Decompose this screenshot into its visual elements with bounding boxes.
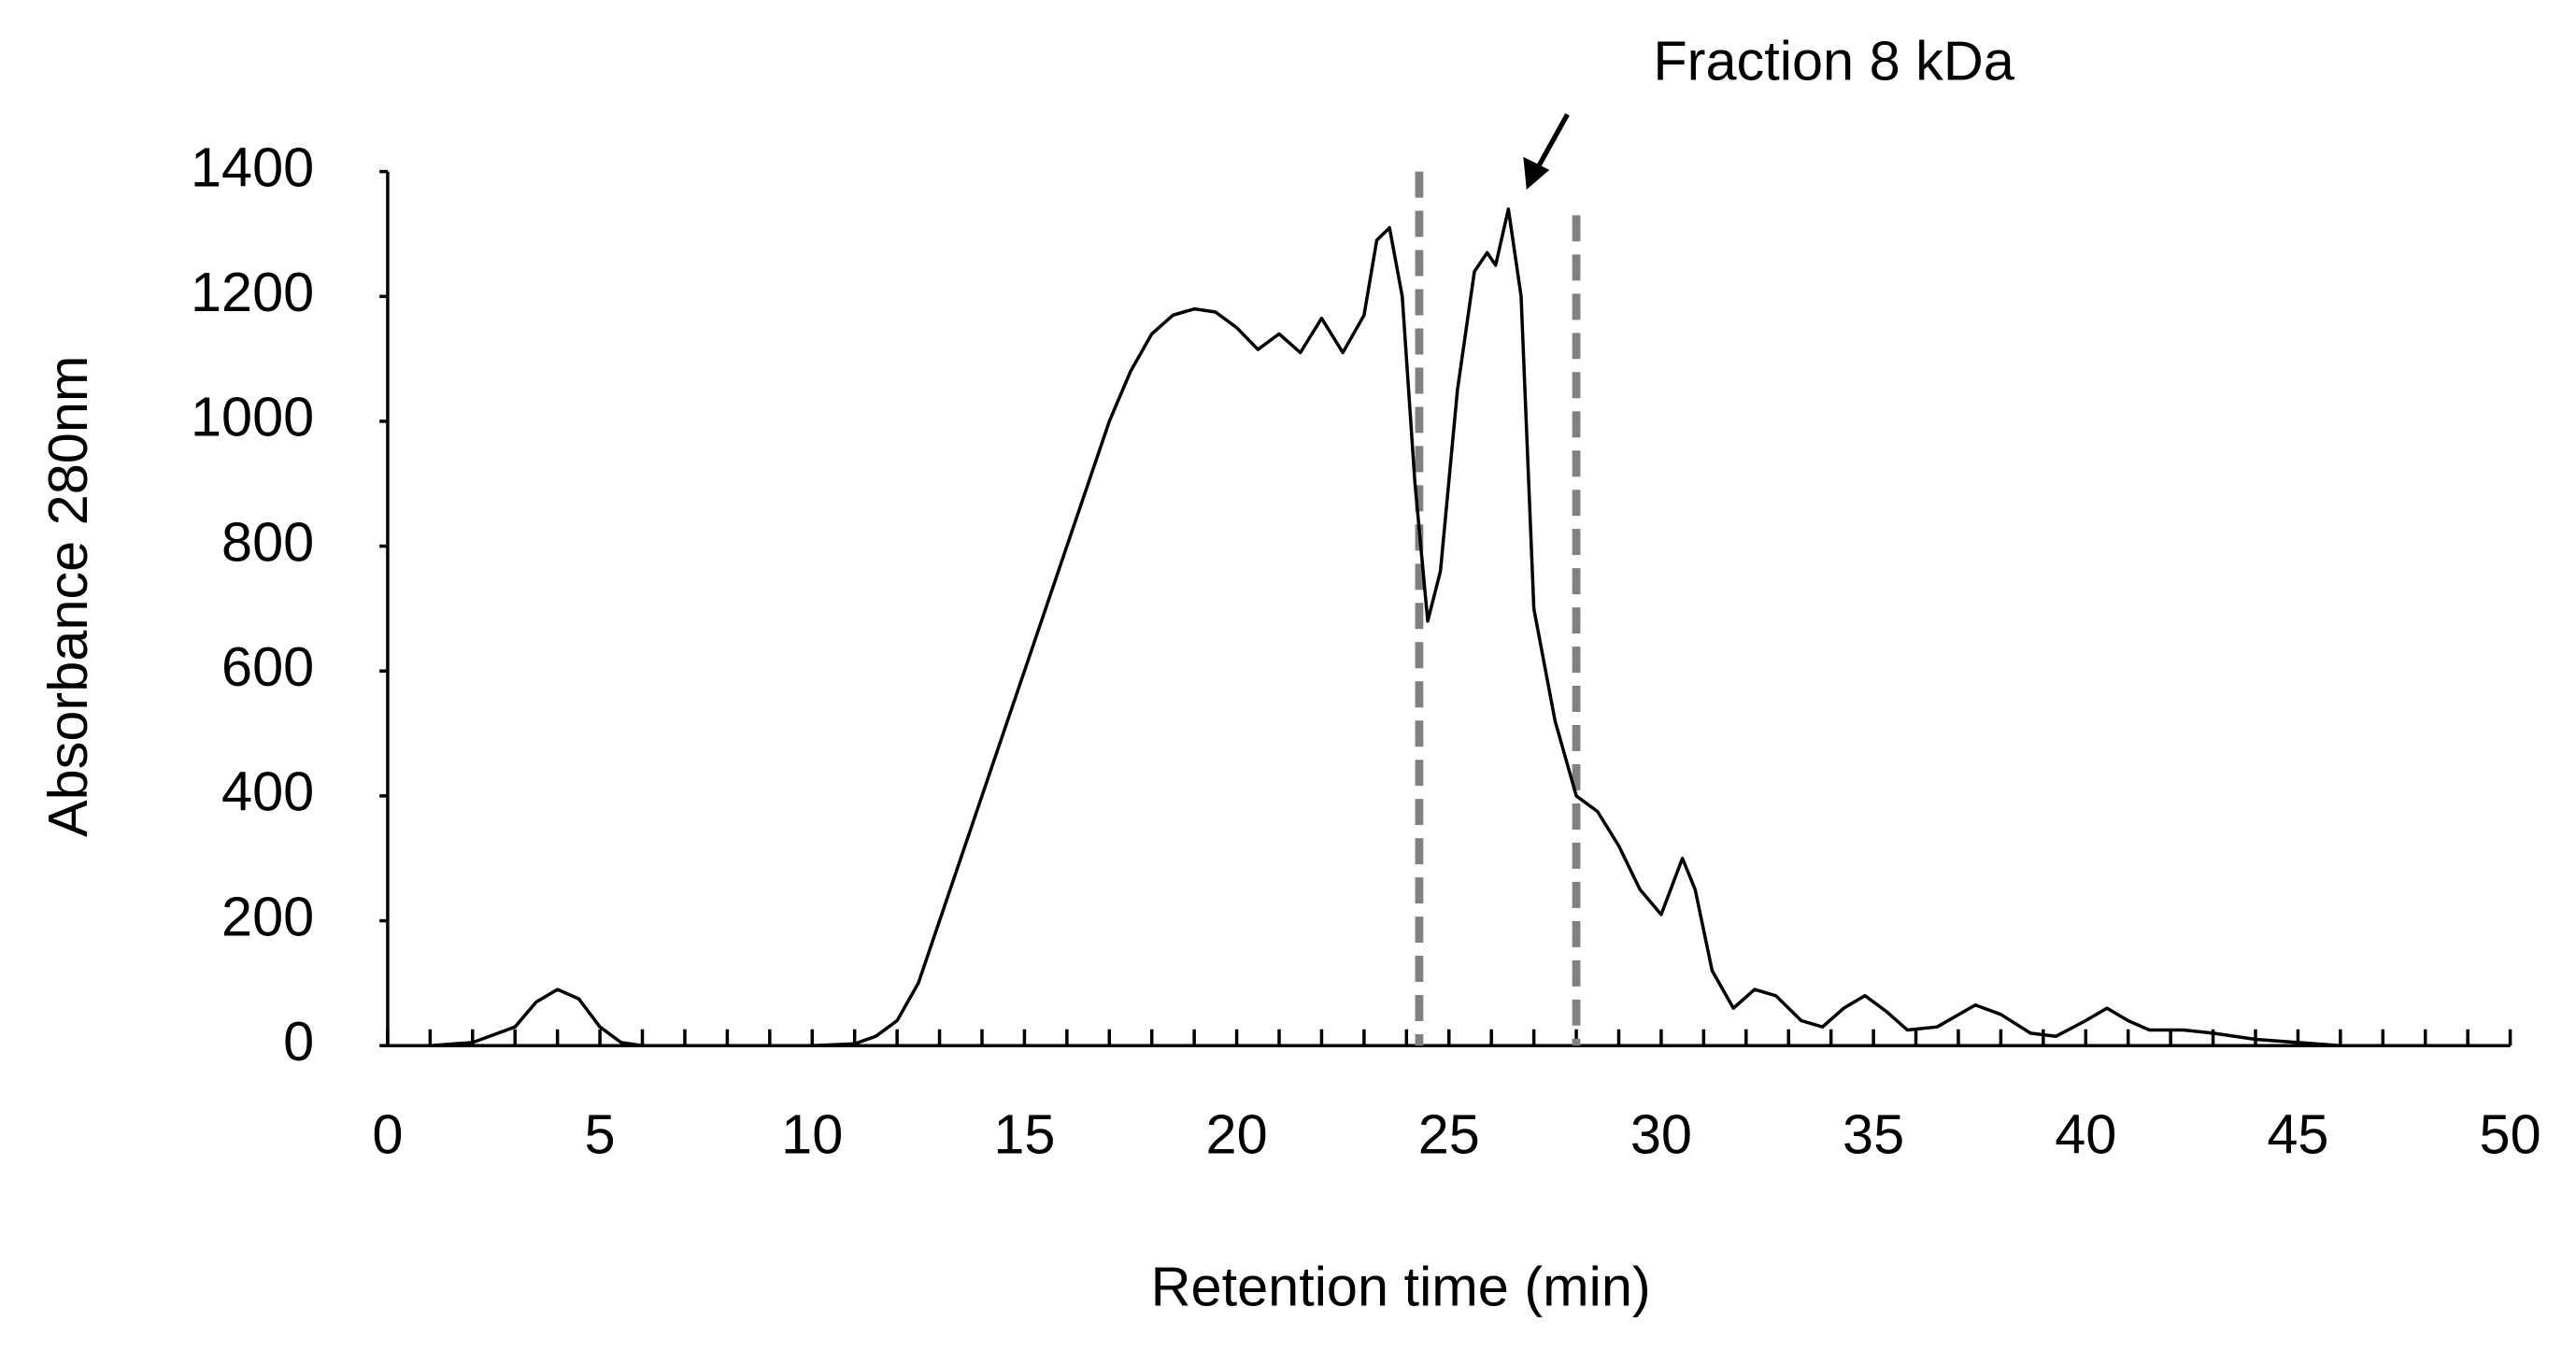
x-tick-label: 45 — [2267, 1103, 2328, 1166]
y-tick-label: 0 — [283, 1010, 314, 1073]
x-tick-label: 50 — [2480, 1103, 2541, 1166]
y-tick-label: 200 — [221, 885, 314, 947]
y-tick-label: 1000 — [191, 386, 314, 448]
x-tick-label: 5 — [585, 1103, 616, 1166]
x-tick-label: 30 — [1630, 1103, 1692, 1166]
annotation: Fraction 8 kDa — [1653, 30, 2014, 92]
x-tick-label: 20 — [1206, 1103, 1268, 1166]
y-tick-label: 1400 — [191, 135, 314, 198]
x-axis-label: Retention time (min) — [1151, 1255, 1651, 1317]
y-tick-label: 600 — [221, 635, 314, 698]
x-tick-label: 25 — [1418, 1103, 1480, 1166]
x-tick-label: 35 — [1843, 1103, 1904, 1166]
y-tick-label: 800 — [221, 510, 314, 573]
x-tick-label: 15 — [993, 1103, 1055, 1166]
arrow-head — [1523, 156, 1550, 190]
chromatogram-line — [387, 206, 2511, 1047]
x-tick-label: 0 — [372, 1103, 403, 1166]
y-axis-label: Absorbance 280nm — [36, 356, 99, 837]
annotation-arrow — [1532, 113, 1570, 175]
x-tick-label: 40 — [2055, 1103, 2116, 1166]
x-tick-label: 10 — [781, 1103, 843, 1166]
y-tick-label: 400 — [221, 760, 314, 823]
y-tick-label: 1200 — [191, 261, 314, 323]
